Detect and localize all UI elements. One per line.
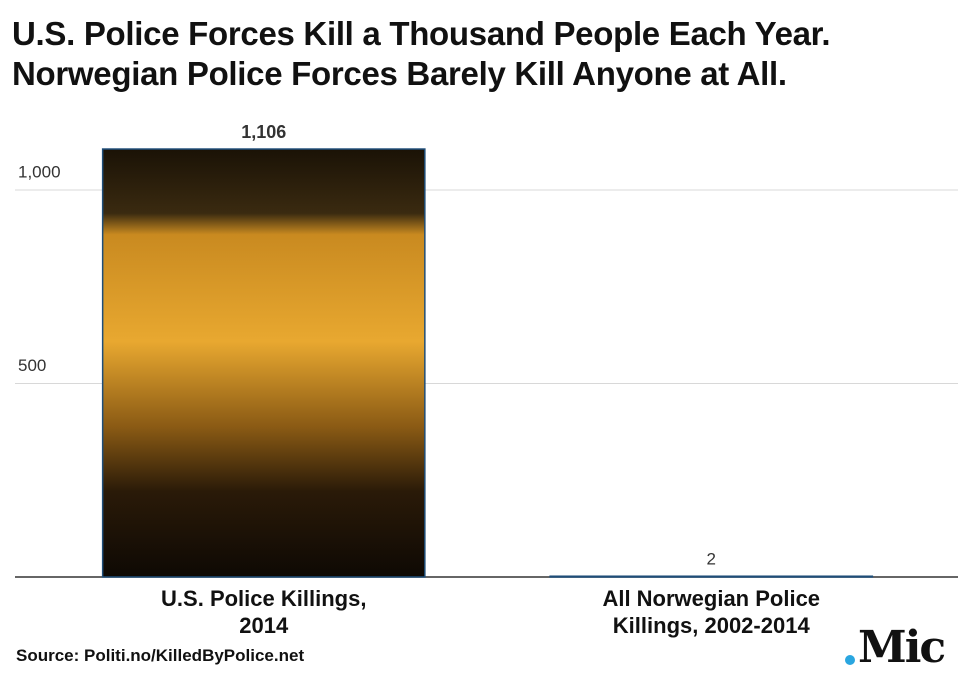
- y-tick-label: 500: [18, 356, 46, 375]
- value-label: 2: [707, 550, 716, 569]
- logo: Mic: [858, 622, 946, 673]
- x-tick-label: All Norwegian Police Killings, 2002-2014: [602, 586, 821, 638]
- value-label: 1,106: [241, 122, 286, 142]
- logo-dot: [845, 655, 855, 665]
- source: Source: Politi.no/KilledByPolice.net: [16, 646, 305, 665]
- chart-title: U.S. Police Forces Kill a Thousand Peopl…: [12, 15, 831, 92]
- y-tick-label: 1,000: [18, 163, 61, 182]
- bar: [549, 575, 874, 578]
- bar: [101, 148, 426, 578]
- x-tick-label: U.S. Police Killings, 2014: [161, 586, 367, 638]
